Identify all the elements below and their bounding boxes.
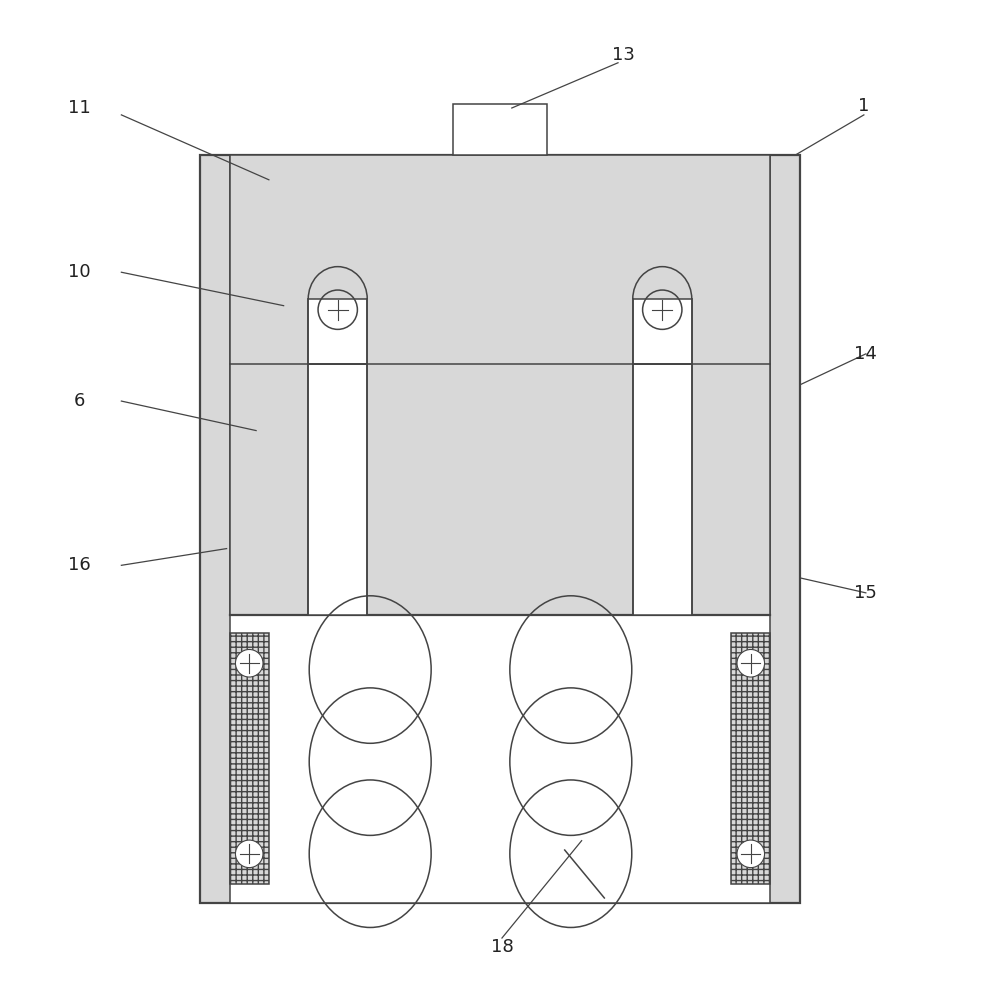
Text: 16: 16 [68, 556, 90, 575]
Bar [230, 633, 269, 884]
Text: 15: 15 [854, 584, 877, 602]
Bar [453, 104, 547, 155]
Circle shape [235, 650, 263, 677]
Circle shape [737, 840, 765, 867]
Bar [633, 299, 692, 365]
Text: 14: 14 [854, 345, 877, 363]
Bar [633, 365, 692, 615]
Bar [308, 299, 367, 365]
Bar [308, 365, 367, 615]
Text: 1: 1 [858, 97, 870, 115]
Bar [230, 155, 770, 903]
Text: 6: 6 [73, 392, 85, 410]
Circle shape [235, 840, 263, 867]
Bar [308, 233, 367, 365]
Text: 10: 10 [68, 263, 90, 281]
Bar [230, 155, 770, 615]
Bar [633, 233, 692, 365]
Text: 13: 13 [612, 45, 635, 64]
Text: 18: 18 [491, 938, 513, 956]
Circle shape [737, 650, 765, 677]
Text: 11: 11 [68, 99, 90, 117]
Bar [731, 633, 770, 884]
Bar [200, 155, 800, 903]
